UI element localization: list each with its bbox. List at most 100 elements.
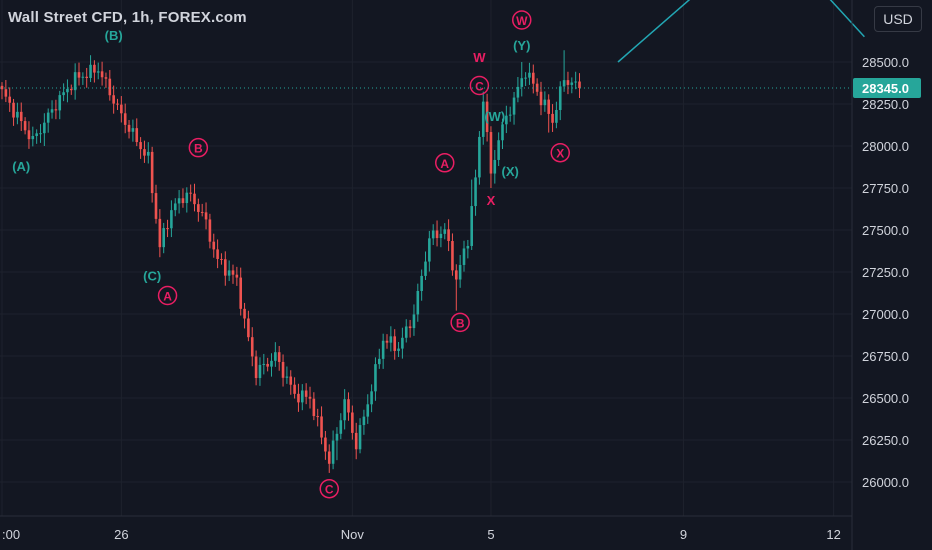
candle-down[interactable]: [297, 393, 300, 403]
candle-down[interactable]: [143, 149, 146, 156]
candle-up[interactable]: [497, 140, 500, 160]
candle-down[interactable]: [247, 318, 250, 338]
candle-up[interactable]: [81, 76, 85, 78]
candle-up[interactable]: [428, 238, 431, 262]
candle-up[interactable]: [481, 101, 485, 137]
candle-up[interactable]: [512, 97, 516, 115]
candle-up[interactable]: [262, 363, 266, 365]
candle-up[interactable]: [162, 228, 165, 248]
candle-down[interactable]: [150, 151, 154, 194]
candle-down[interactable]: [435, 230, 439, 239]
candle-down[interactable]: [208, 219, 212, 242]
candle-up[interactable]: [520, 78, 524, 87]
candle-down[interactable]: [254, 356, 258, 379]
candle-down[interactable]: [447, 229, 450, 242]
candle-down[interactable]: [304, 390, 308, 397]
candle-down[interactable]: [116, 103, 119, 105]
candle-down[interactable]: [320, 416, 323, 438]
candle-down[interactable]: [216, 249, 219, 259]
candle-down[interactable]: [455, 270, 458, 280]
candle-up[interactable]: [555, 110, 558, 123]
candle-up[interactable]: [370, 391, 373, 405]
candle-up[interactable]: [185, 192, 189, 204]
candle-down[interactable]: [578, 81, 581, 89]
candle-down[interactable]: [23, 121, 27, 131]
candle-down[interactable]: [197, 204, 200, 212]
candle-up[interactable]: [43, 122, 46, 134]
candle-down[interactable]: [243, 308, 246, 319]
candle-down[interactable]: [354, 432, 358, 450]
candle-down[interactable]: [231, 270, 235, 275]
candle-down[interactable]: [120, 104, 123, 114]
candle-down[interactable]: [181, 198, 185, 204]
candle-down[interactable]: [277, 352, 281, 362]
candle-down[interactable]: [239, 277, 242, 309]
candle-down[interactable]: [127, 124, 131, 132]
candle-up[interactable]: [474, 177, 477, 207]
candle-up[interactable]: [416, 290, 420, 315]
candle-down[interactable]: [489, 132, 493, 174]
candle-down[interactable]: [351, 412, 354, 433]
candle-up[interactable]: [458, 264, 462, 280]
candle-up[interactable]: [420, 275, 423, 291]
candle-down[interactable]: [266, 363, 269, 367]
candle-down[interactable]: [193, 193, 196, 205]
candle-down[interactable]: [327, 451, 331, 464]
candle-down[interactable]: [0, 85, 4, 90]
candle-down[interactable]: [293, 384, 296, 394]
candle-down[interactable]: [224, 259, 227, 276]
candle-down[interactable]: [289, 376, 293, 385]
candle-down[interactable]: [12, 102, 15, 118]
currency-button[interactable]: USD: [874, 6, 922, 32]
candle-down[interactable]: [312, 398, 316, 417]
candle-down[interactable]: [281, 361, 285, 378]
candle-up[interactable]: [558, 86, 562, 111]
candle-up[interactable]: [543, 99, 547, 106]
candle-up[interactable]: [493, 159, 497, 174]
candle-up[interactable]: [362, 416, 366, 426]
candle-up[interactable]: [374, 364, 377, 392]
candle-down[interactable]: [70, 88, 73, 91]
candle-up[interactable]: [401, 337, 404, 349]
candle-up[interactable]: [89, 64, 92, 78]
candle-up[interactable]: [389, 336, 393, 343]
candle-down[interactable]: [104, 77, 108, 79]
candle-down[interactable]: [204, 212, 208, 220]
candle-up[interactable]: [439, 233, 443, 239]
candle-down[interactable]: [8, 96, 11, 103]
candle-up[interactable]: [478, 136, 481, 178]
candle-down[interactable]: [385, 340, 389, 343]
candle-down[interactable]: [324, 437, 327, 452]
candle-down[interactable]: [539, 91, 543, 106]
candle-down[interactable]: [547, 99, 550, 114]
candle-down[interactable]: [166, 228, 169, 230]
candle-down[interactable]: [250, 337, 254, 357]
candle-up[interactable]: [331, 440, 335, 464]
candle-down[interactable]: [200, 211, 204, 213]
candle-up[interactable]: [285, 376, 289, 378]
candle-down[interactable]: [108, 78, 112, 96]
candle-down[interactable]: [485, 101, 489, 133]
candle-up[interactable]: [381, 340, 385, 359]
candle-up[interactable]: [574, 81, 577, 83]
candle-up[interactable]: [516, 86, 520, 98]
candle-up[interactable]: [358, 425, 362, 450]
candle-down[interactable]: [308, 396, 312, 399]
candle-up[interactable]: [508, 114, 512, 116]
candle-up[interactable]: [462, 248, 466, 265]
candle-up[interactable]: [258, 364, 262, 379]
candle-up[interactable]: [501, 124, 504, 141]
candle-up[interactable]: [35, 133, 38, 137]
candle-up[interactable]: [404, 326, 408, 338]
candle-up[interactable]: [366, 404, 370, 417]
candle-up[interactable]: [73, 72, 77, 91]
candle-down[interactable]: [4, 89, 8, 97]
candle-up[interactable]: [62, 92, 65, 96]
candle-up[interactable]: [431, 230, 435, 239]
candle-down[interactable]: [316, 416, 319, 418]
price-axis[interactable]: 26000.0 26250.0 26500.0 26750.0 27000.0 27250…: [862, 55, 909, 490]
candle-up[interactable]: [524, 77, 527, 79]
candle-up[interactable]: [339, 420, 343, 434]
candle-up[interactable]: [470, 206, 473, 246]
candle-up[interactable]: [397, 348, 400, 351]
